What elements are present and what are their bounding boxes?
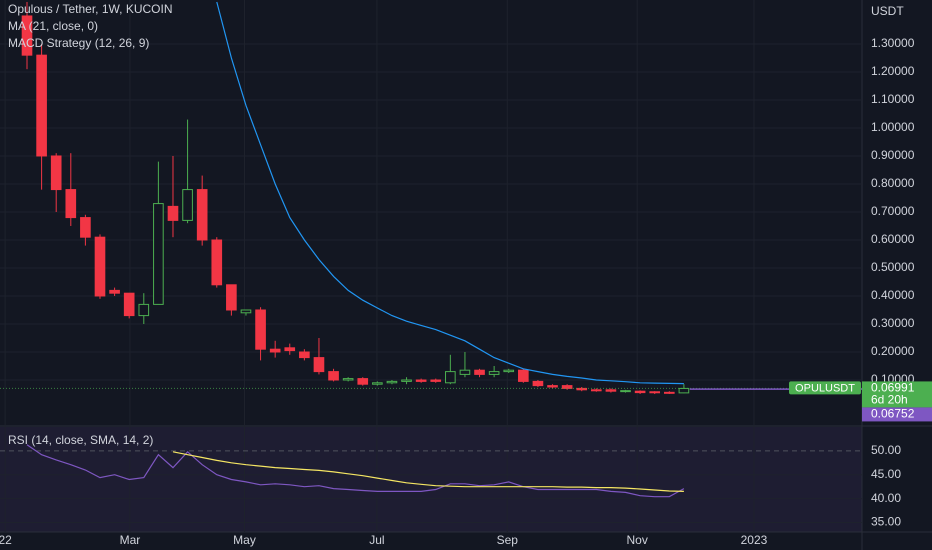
y-tick-label: 0.80000: [871, 176, 915, 190]
candle-body: [269, 348, 281, 353]
candle-body: [196, 189, 208, 241]
candle-body: [36, 54, 47, 157]
candle-body: [342, 378, 354, 381]
candle-body: [663, 391, 675, 394]
x-tick-label: Nov: [627, 533, 648, 547]
candle-body: [532, 380, 544, 387]
y-tick-label: 0.40000: [871, 288, 915, 302]
candle-body: [357, 378, 369, 385]
indicator-label: MACD Strategy (12, 26, 9): [8, 36, 149, 50]
candle-body: [123, 292, 135, 317]
candle-body: [109, 289, 120, 294]
candle-body: [401, 379, 412, 382]
candle-body: [488, 371, 500, 375]
candle-body: [313, 357, 325, 373]
candle-body: [138, 303, 150, 317]
x-tick-label: Jul: [369, 533, 384, 547]
candle-body: [240, 309, 252, 314]
candle-body: [167, 205, 179, 221]
strategy-label: 0.06752: [871, 407, 915, 421]
candle-body: [211, 239, 223, 286]
y-tick-label: 1.00000: [871, 120, 915, 134]
y-tick-label: 1.20000: [871, 64, 915, 78]
x-tick-label: Sep: [497, 533, 519, 547]
indicator-label: RSI (14, close, SMA, 14, 2): [8, 433, 153, 447]
y-tick-label: 0.70000: [871, 204, 915, 218]
candle-body: [50, 155, 62, 191]
candle-body: [605, 389, 617, 392]
candle-body: [620, 390, 631, 393]
y-tick-label: 0.30000: [871, 316, 915, 330]
candle-body: [182, 189, 193, 221]
candle-body: [80, 217, 91, 238]
candle-body: [649, 391, 661, 394]
indicator-label: MA (21, close, 0): [8, 19, 98, 33]
candle-body: [474, 369, 485, 375]
candle-body: [386, 380, 398, 384]
candle-body: [372, 382, 383, 385]
candle-body: [65, 189, 77, 219]
ma-line: [216, 1, 684, 385]
strategy-tag: [862, 407, 932, 422]
candle-body: [518, 369, 529, 382]
y-tick-label: 1.10000: [871, 92, 915, 106]
candle-body: [634, 390, 646, 394]
candle-body: [284, 347, 296, 352]
rsi-band: [0, 427, 862, 532]
chart-title: Opulous / Tether, 1W, KUCOIN: [8, 2, 173, 16]
candle-body: [547, 385, 558, 388]
symbol-label: OPULUSDT: [795, 382, 855, 394]
candle-body: [153, 203, 164, 305]
candle-body: [299, 351, 310, 359]
candle-body: [503, 369, 515, 373]
x-tick-label: 22: [0, 533, 12, 547]
rsi-tick-label: 40.00: [871, 491, 901, 505]
rsi-tick-label: 35.00: [871, 515, 901, 529]
y-tick-label: 1.30000: [871, 36, 915, 50]
candle-body: [678, 387, 690, 394]
x-tick-label: 2023: [741, 533, 768, 547]
countdown-label: 6d 20h: [871, 393, 908, 407]
candle-body: [459, 369, 471, 375]
y-tick-label: 0.60000: [871, 232, 915, 246]
candle-body: [576, 387, 588, 391]
rsi-line: [26, 444, 685, 498]
candle-body: [94, 236, 106, 297]
x-tick-label: Mar: [120, 533, 141, 547]
candle-body: [328, 371, 339, 381]
price-label: 0.06991: [871, 381, 915, 395]
candle-body: [226, 284, 237, 311]
candle-body: [415, 379, 427, 382]
price-tag: [862, 381, 932, 408]
y-tick-label: 0.20000: [871, 344, 915, 358]
x-tick-label: May: [233, 533, 256, 547]
candle-body: [430, 379, 442, 382]
symbol-tag: [789, 381, 861, 395]
rsi-line: [172, 451, 684, 492]
y-tick-label: 0.50000: [871, 260, 915, 274]
candle-body: [21, 15, 33, 56]
rsi-tick-label: 50.00: [871, 443, 901, 457]
candle-body: [591, 389, 602, 392]
candle-body: [255, 309, 266, 350]
axis-unit: USDT: [871, 4, 904, 18]
candle-body: [445, 371, 456, 384]
rsi-tick-label: 45.00: [871, 467, 901, 481]
y-tick-label: 0.90000: [871, 148, 915, 162]
